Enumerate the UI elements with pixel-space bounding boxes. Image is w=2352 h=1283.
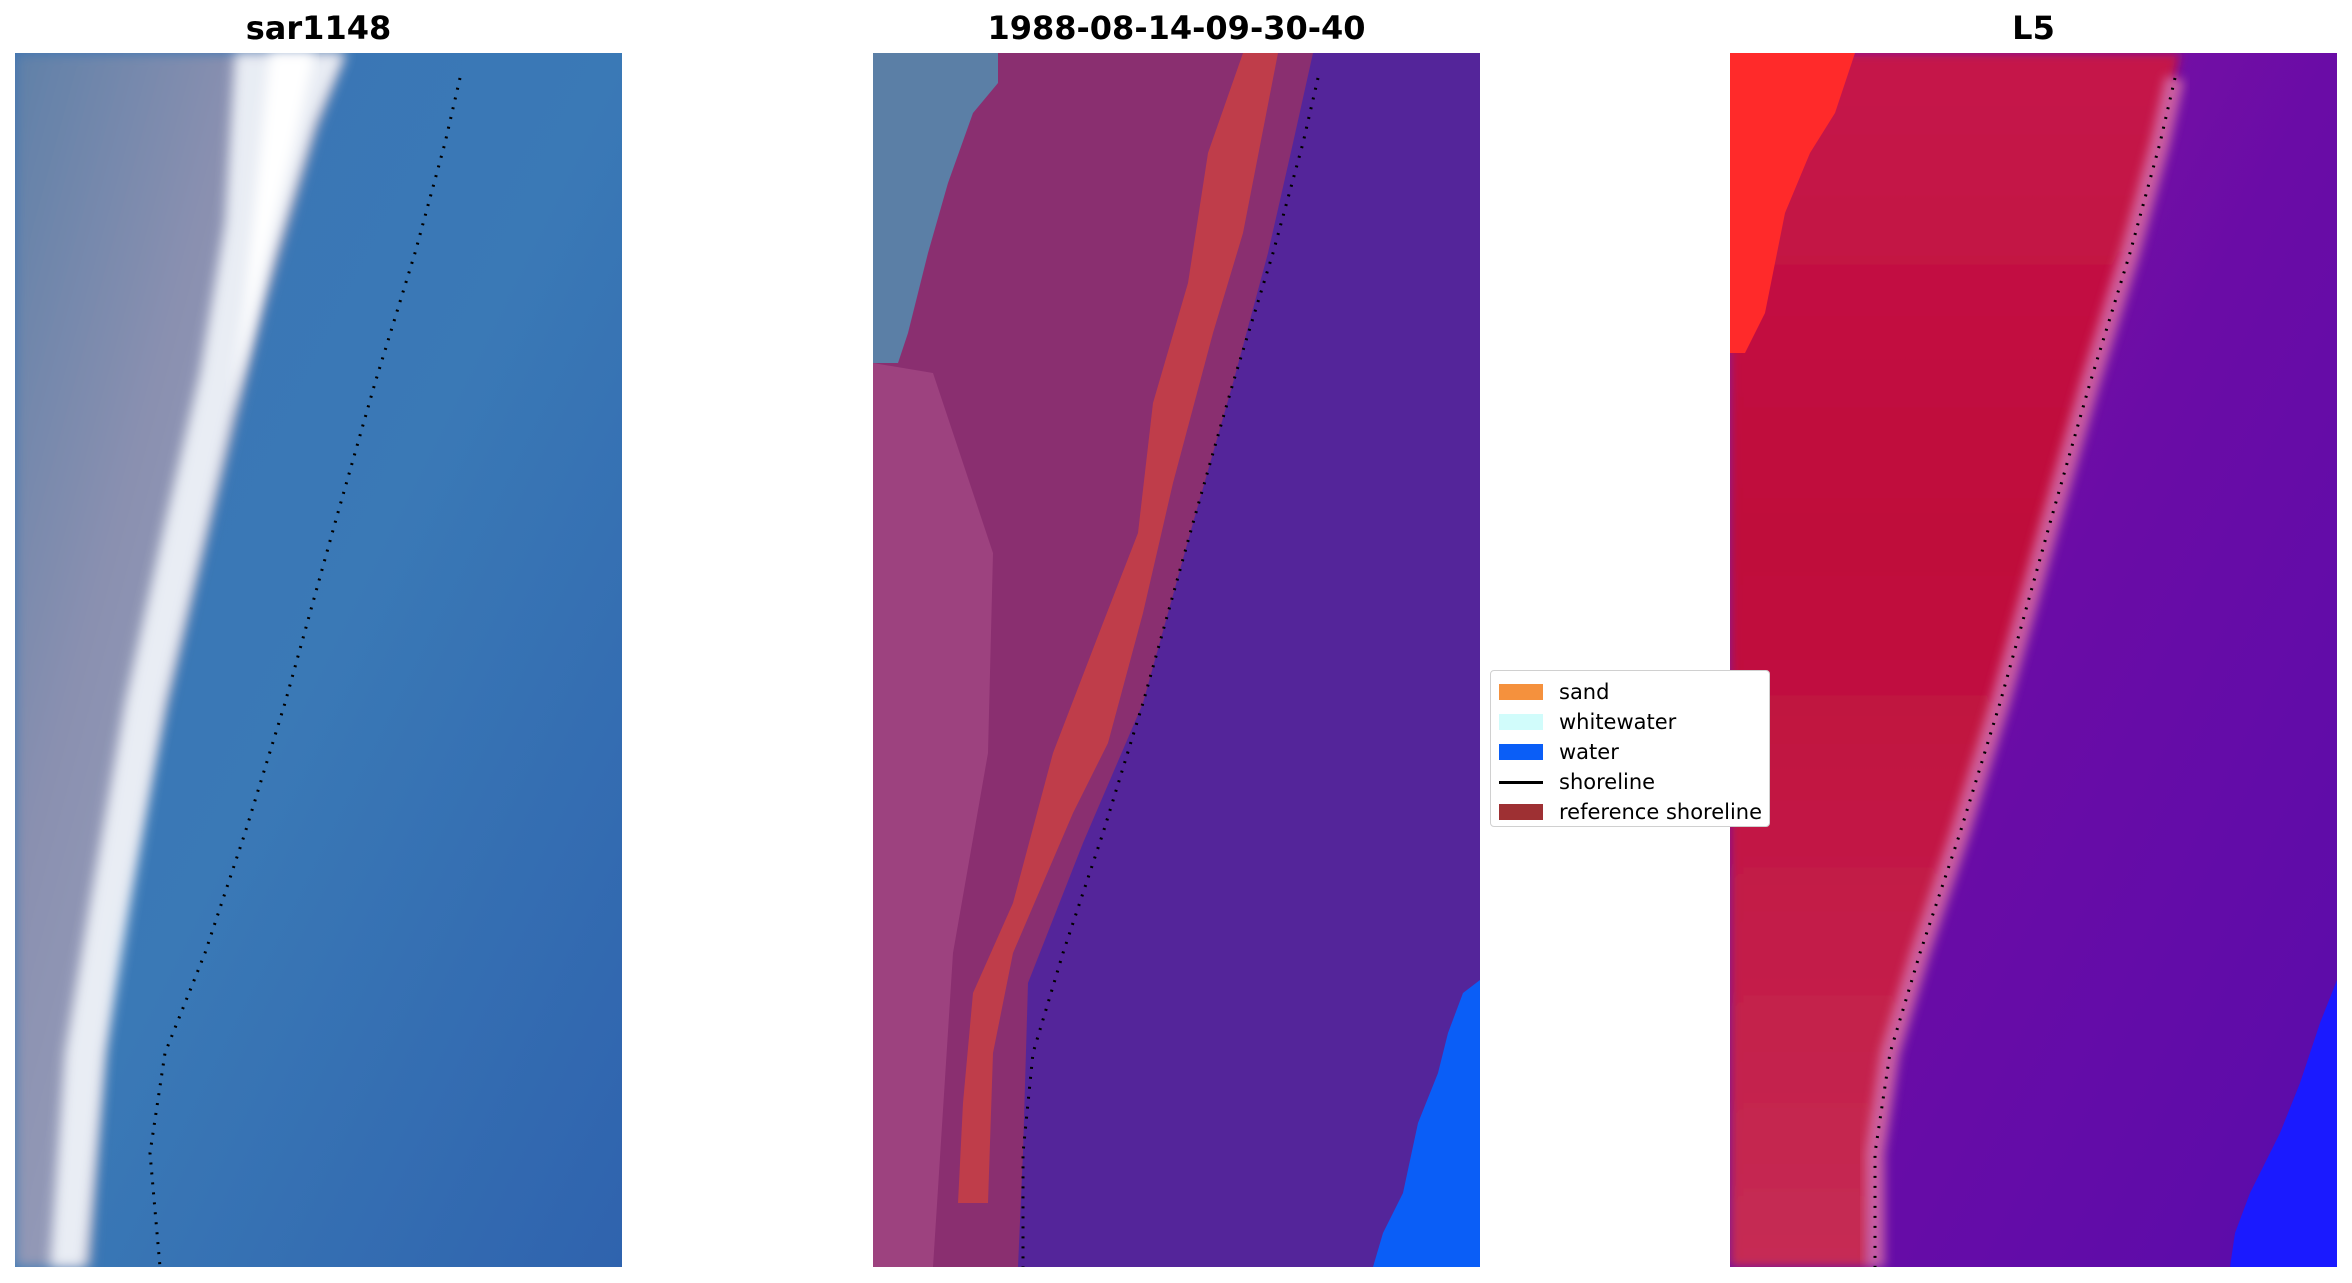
legend-item-sand: sand [1499, 679, 1609, 705]
classified-image-panel[interactable] [873, 53, 1480, 1267]
legend-label-whitewater: whitewater [1559, 710, 1677, 734]
mndwi-image-panel[interactable] [1730, 53, 2337, 1267]
legend: sand whitewater water shoreline referenc… [1490, 670, 1770, 827]
legend-label-sand: sand [1559, 680, 1610, 704]
water-swatch-icon [1499, 744, 1543, 760]
shoreline-line-icon [1499, 780, 1543, 784]
classified-image [873, 53, 1480, 1267]
panel-title-classified: 1988-08-14-09-30-40 [987, 9, 1366, 47]
legend-label-water: water [1559, 740, 1619, 764]
mndwi-image [1730, 53, 2337, 1267]
legend-item-whitewater: whitewater [1499, 709, 1676, 735]
panel-title-mndwi: L5 [2012, 9, 2055, 47]
sand-swatch-icon [1499, 684, 1543, 700]
legend-item-reference-shoreline: reference shoreline [1499, 799, 1762, 825]
panel-title-rgb: sar1148 [245, 9, 392, 47]
rgb-image-panel[interactable] [15, 53, 622, 1267]
reference-shoreline-swatch-icon [1499, 804, 1543, 820]
rgb-image [15, 53, 622, 1267]
whitewater-swatch-icon [1499, 714, 1543, 730]
legend-item-shoreline: shoreline [1499, 769, 1655, 795]
legend-label-reference-shoreline: reference shoreline [1559, 800, 1763, 824]
legend-item-water: water [1499, 739, 1619, 765]
legend-label-shoreline: shoreline [1559, 770, 1656, 794]
